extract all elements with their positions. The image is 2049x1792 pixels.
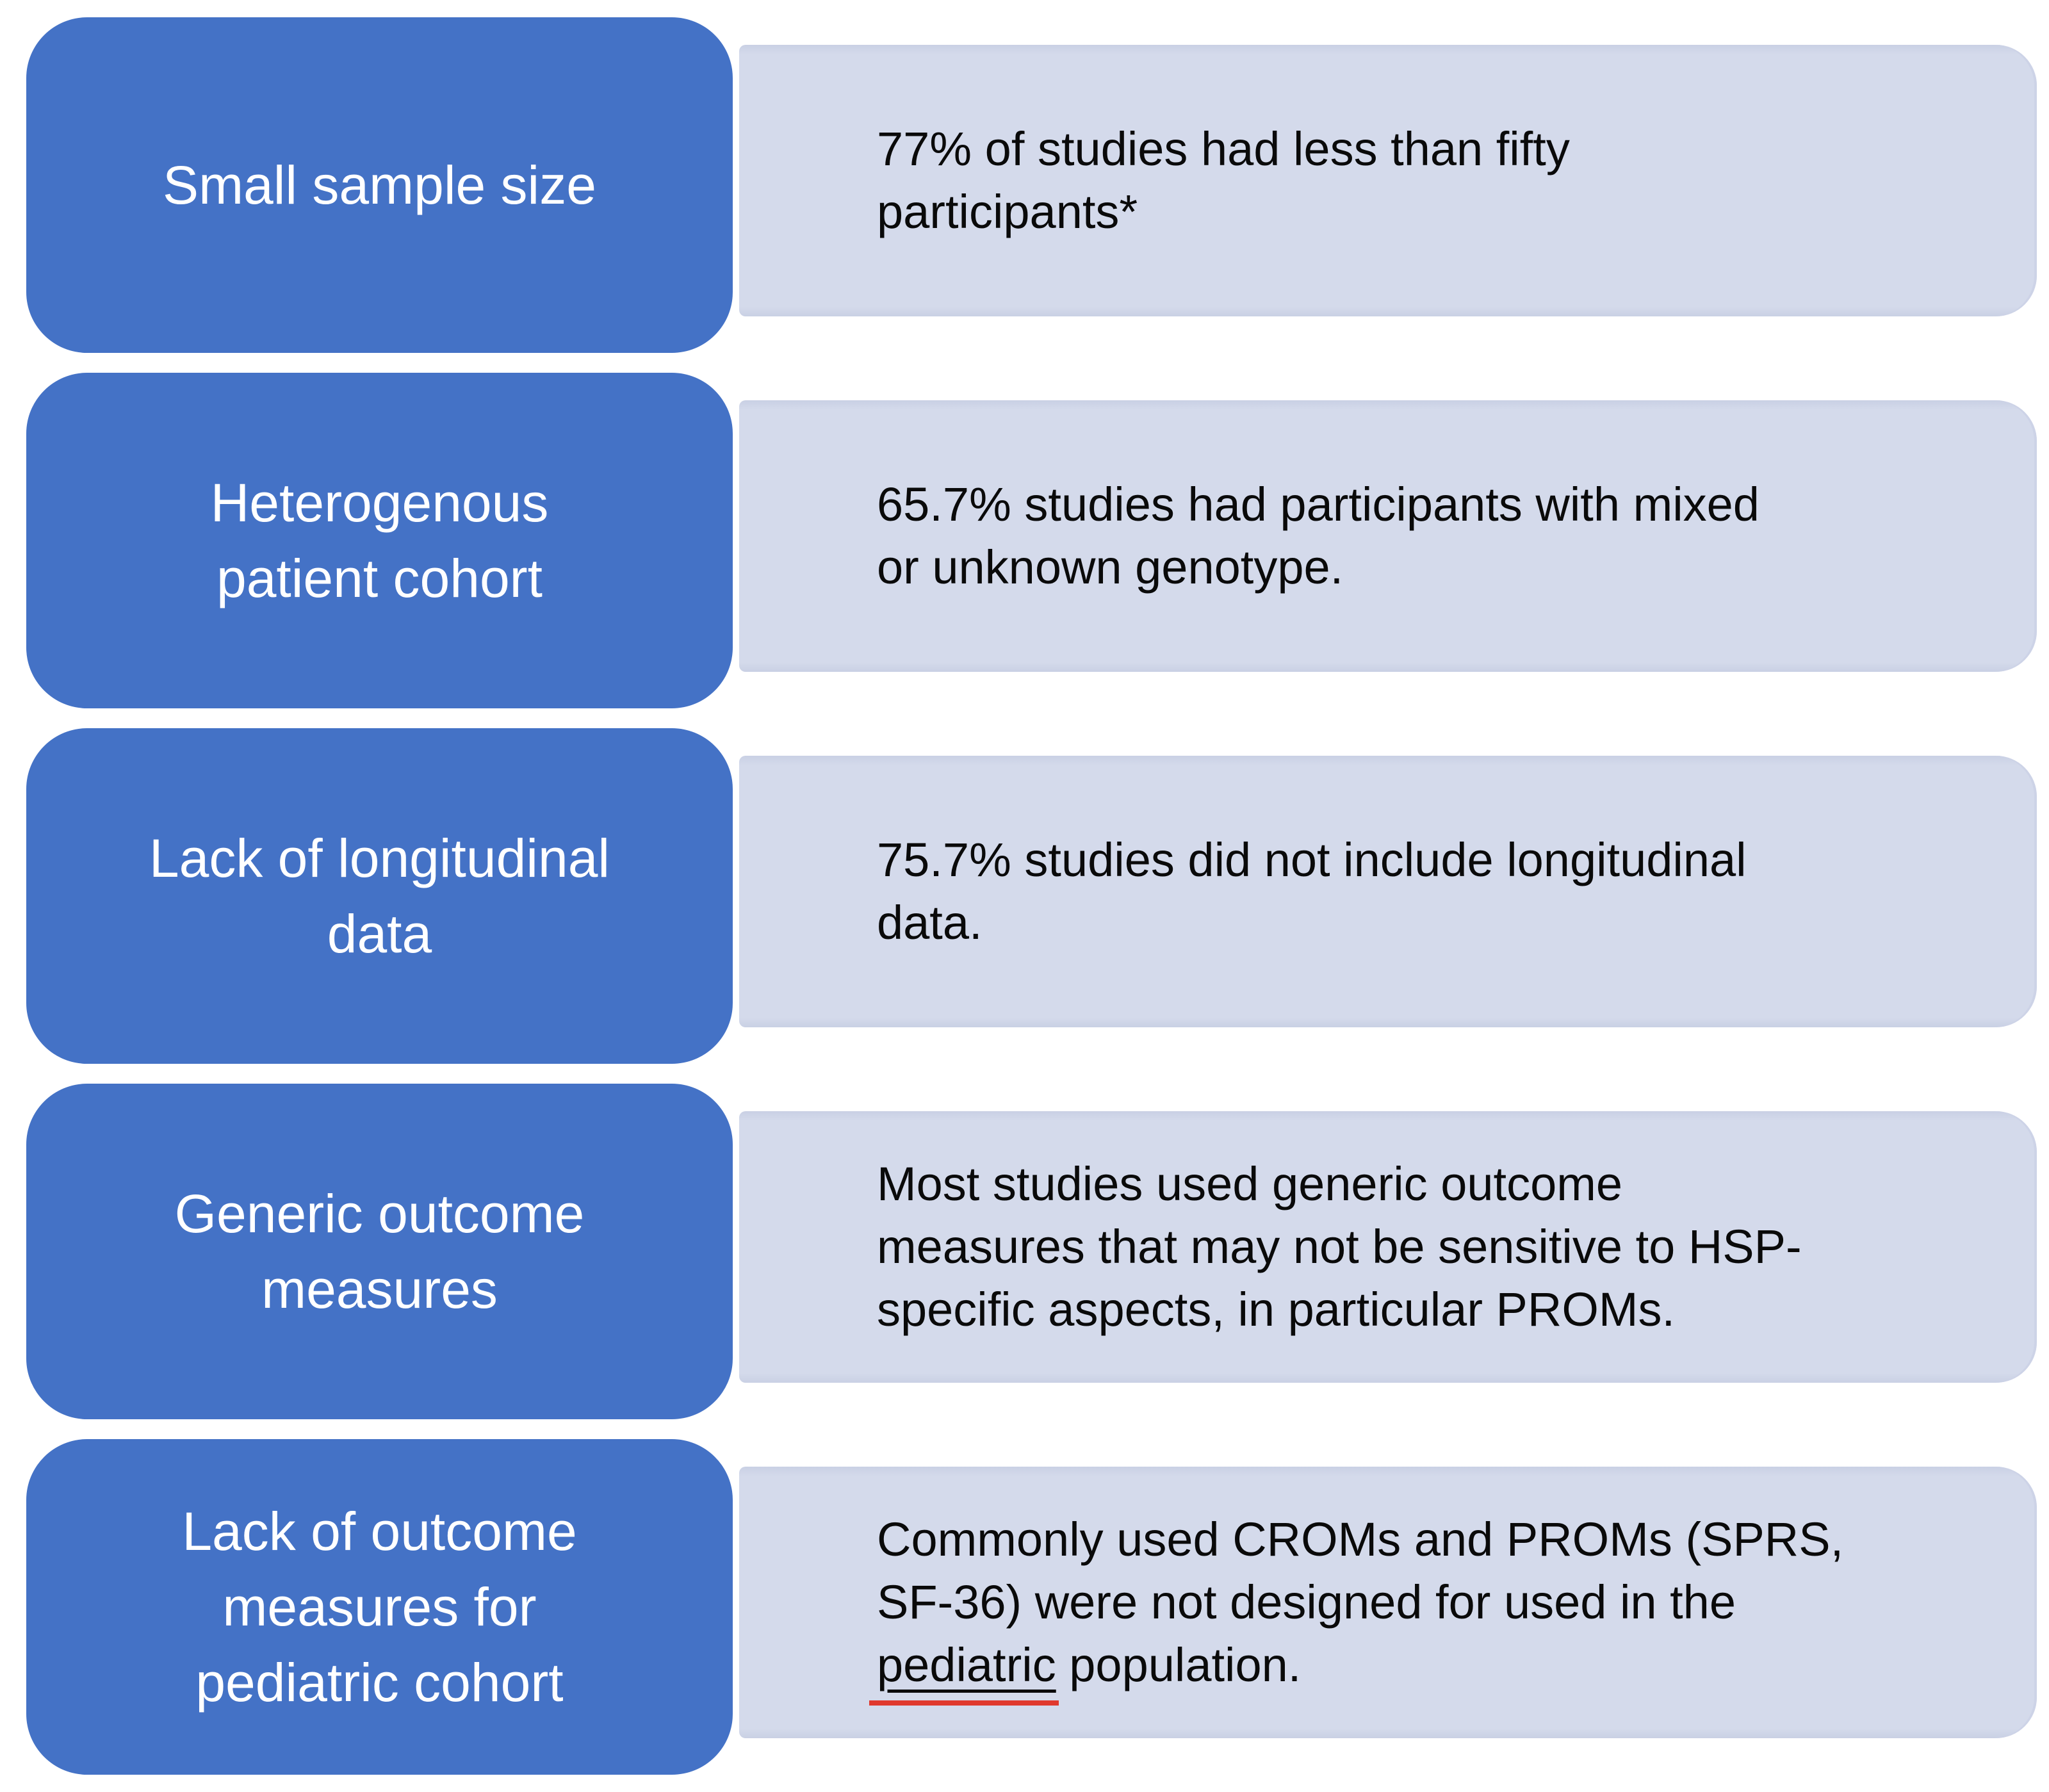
- list-item: Commonly used CROMs and PROMs (SPRS, SF-…: [0, 1439, 2049, 1775]
- label-box: Heterogenous patient cohort: [26, 373, 733, 708]
- list-item: 65.7% studies had participants with mixe…: [0, 373, 2049, 708]
- description-text: 65.7% studies had participants with mixe…: [877, 478, 1759, 594]
- label-text: Generic outcome measures: [174, 1184, 585, 1319]
- description-text: 77% of studies had less than fifty parti…: [877, 122, 1570, 238]
- list-item: 77% of studies had less than fifty parti…: [0, 17, 2049, 353]
- label-text: Heterogenous patient cohort: [210, 473, 549, 608]
- description-box: 75.7% studies did not include longitudin…: [739, 756, 2037, 1027]
- label-box: Generic outcome measures: [26, 1084, 733, 1419]
- description-box: 77% of studies had less than fifty parti…: [739, 45, 2037, 316]
- description-text: 75.7% studies did not include longitudin…: [877, 833, 1747, 949]
- description-box: Commonly used CROMs and PROMs (SPRS, SF-…: [739, 1467, 2037, 1738]
- description-box: 65.7% studies had participants with mixe…: [739, 400, 2037, 672]
- description-text: Commonly used CROMs and PROMs (SPRS, SF-…: [739, 1508, 1952, 1706]
- label-box: Small sample size: [26, 17, 733, 353]
- description-text: Most studies used generic outcome measur…: [877, 1157, 1802, 1336]
- description-text-after: population.: [1056, 1638, 1302, 1691]
- label-text: Lack of outcome measures for pediatric c…: [182, 1501, 577, 1713]
- description-box: Most studies used generic outcome measur…: [739, 1111, 2037, 1383]
- label-box: Lack of outcome measures for pediatric c…: [26, 1439, 733, 1775]
- label-text: Lack of longitudinal data: [149, 828, 610, 964]
- description-text-before: Commonly used CROMs and PROMs (SPRS, SF-…: [877, 1513, 1844, 1629]
- list-item: Most studies used generic outcome measur…: [0, 1084, 2049, 1419]
- list-item: 75.7% studies did not include longitudin…: [0, 728, 2049, 1064]
- misspelled-word-pediatric: pediatric: [869, 1634, 1059, 1706]
- label-box: Lack of longitudinal data: [26, 728, 733, 1064]
- label-text: Small sample size: [163, 155, 596, 215]
